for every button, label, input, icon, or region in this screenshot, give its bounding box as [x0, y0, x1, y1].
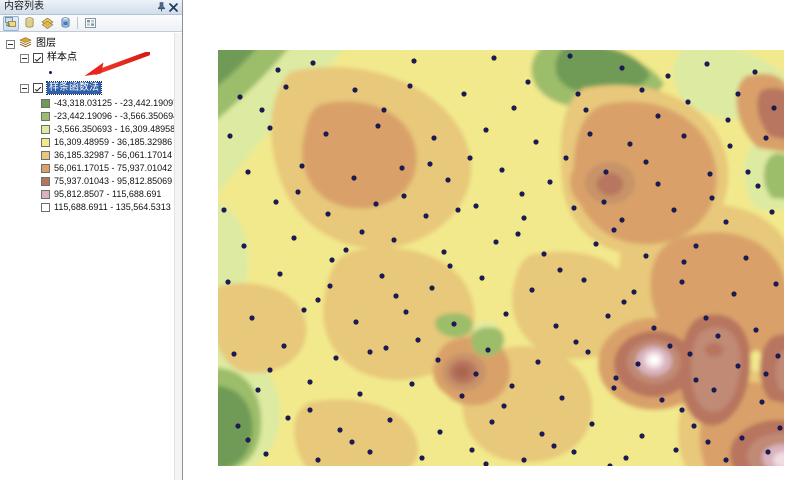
- legend-label: 56,061.17015 - 75,937.01042: [54, 163, 173, 173]
- toc-title-bar: 内容列表: [0, 0, 182, 15]
- panel-title: 内容列表: [4, 1, 44, 12]
- hotspot-f: [570, 149, 650, 215]
- map-display-canvas[interactable]: [218, 50, 784, 466]
- list-by-drawing-order-icon[interactable]: [3, 15, 19, 31]
- legend-swatch: [41, 138, 50, 147]
- list-by-selection-icon[interactable]: [57, 16, 73, 31]
- legend-class-list: -43,318.03125 - -23,442.19097 -23,442.19…: [0, 97, 175, 214]
- tree-node-root[interactable]: 图层: [0, 37, 175, 51]
- legend-label: 75,937.01043 - 95,812.85069: [54, 176, 173, 186]
- toc-vertical-scrollbar[interactable]: [174, 33, 182, 480]
- options-icon[interactable]: [82, 16, 98, 31]
- list-by-source-icon[interactable]: [21, 16, 37, 31]
- legend-swatch: [41, 177, 50, 186]
- legend-row: 36,185.32987 - 56,061.17014: [41, 149, 175, 162]
- legend-swatch: [41, 164, 50, 173]
- legend-label: -23,442.19096 - -3,566.350694: [54, 111, 175, 121]
- toc-tree-area: 图层 样本点 样条函数法 -43,318.03125 - -23,442.190…: [0, 33, 175, 480]
- legend-row: -23,442.19096 - -3,566.350694: [41, 110, 175, 123]
- legend-symbol-sample-points: [0, 65, 175, 79]
- toc-toolbar: [0, 15, 182, 32]
- expander-sample-points[interactable]: [20, 53, 29, 63]
- legend-row: -43,318.03125 - -23,442.19097: [41, 97, 175, 110]
- raster-bands: [218, 50, 784, 466]
- legend-swatch: [41, 125, 50, 134]
- hotspot-b: [679, 314, 751, 426]
- legend-swatch: [41, 190, 50, 199]
- legend-label: 95,812.8507 - 115,688.691: [54, 189, 162, 199]
- legend-label: 16,309.48959 - 36,185.32986: [54, 137, 173, 147]
- legend-swatch: [41, 203, 50, 212]
- visibility-checkbox-sample-points[interactable]: [33, 53, 43, 63]
- legend-row: 75,937.01043 - 95,812.85069: [41, 175, 175, 188]
- expander-spline-layer[interactable]: [20, 83, 29, 93]
- close-icon[interactable]: [167, 1, 179, 13]
- pin-icon[interactable]: [155, 1, 167, 13]
- visibility-checkbox-spline-layer[interactable]: [33, 83, 43, 93]
- legend-swatch: [41, 99, 50, 108]
- legend-row: -3,566.350693 - 16,309.48958: [41, 123, 175, 136]
- legend-label: 36,185.32987 - 56,061.17014: [54, 150, 173, 160]
- tree-label-sample-points: 样本点: [47, 52, 77, 63]
- legend-row: 56,061.17015 - 75,937.01042: [41, 162, 175, 175]
- list-by-visibility-icon[interactable]: [39, 16, 55, 31]
- legend-swatch: [41, 112, 50, 121]
- tree-label-root: 图层: [36, 38, 56, 49]
- legend-label: 115,688.6911 - 135,564.5313: [54, 202, 171, 212]
- legend-label: -3,566.350693 - 16,309.48958: [54, 124, 175, 134]
- hotspot-e: [433, 344, 499, 400]
- hotspot-a: [598, 318, 710, 410]
- legend-row: 16,309.48959 - 36,185.32986: [41, 136, 175, 149]
- table-of-contents-panel: 内容列表: [0, 0, 183, 480]
- tree-node-spline-layer[interactable]: 样条函数法: [0, 81, 175, 95]
- tree-node-sample-points[interactable]: 样本点: [0, 51, 175, 65]
- legend-row: 95,812.8507 - 115,688.691: [41, 188, 175, 201]
- legend-swatch: [41, 151, 50, 160]
- toolbar-separator: [77, 17, 78, 29]
- layers-stack-icon: [19, 37, 32, 51]
- hotspot-g: [736, 73, 784, 153]
- expander-root[interactable]: [6, 39, 15, 49]
- sample-point-layer: [221, 53, 783, 466]
- hotspot-c: [759, 334, 784, 404]
- point-symbol-icon: [49, 70, 52, 74]
- legend-row: 115,688.6911 - 135,564.5313: [41, 201, 175, 214]
- interpolated-surface: [218, 50, 784, 466]
- legend-label: -43,318.03125 - -23,442.19097: [54, 98, 175, 108]
- tree-label-spline-layer[interactable]: 样条函数法: [46, 81, 102, 95]
